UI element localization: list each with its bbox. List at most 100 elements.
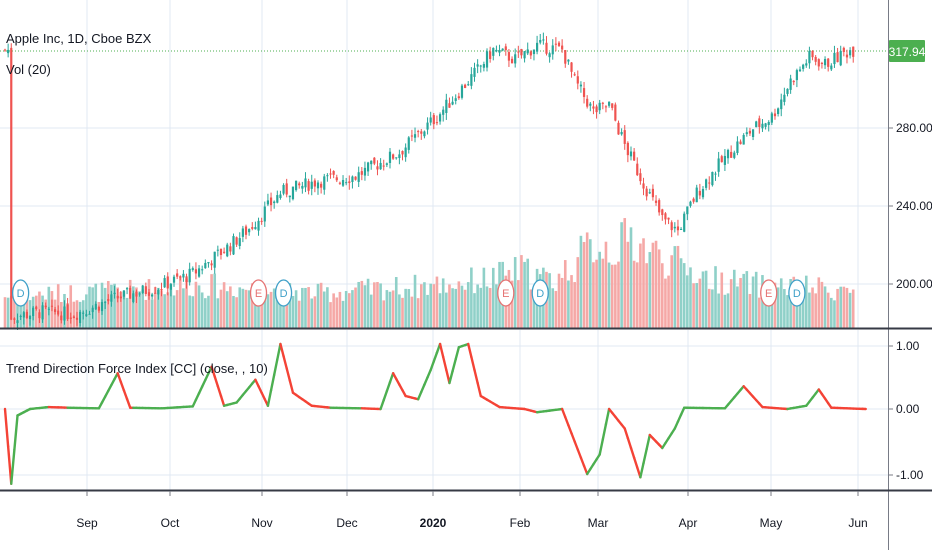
candle-body [329, 173, 332, 175]
candle-body [692, 198, 695, 202]
candle-body [135, 291, 138, 297]
volume-bar [351, 290, 354, 328]
volume-bar [222, 282, 226, 328]
candle-body [833, 52, 836, 65]
candle-body [169, 284, 172, 290]
indicator-segment [213, 375, 220, 388]
volume-bar [235, 297, 238, 328]
volume-bar [729, 279, 733, 328]
candle-body [733, 152, 736, 158]
candle-body [223, 251, 226, 253]
candle-body [132, 293, 135, 302]
volume-bar [692, 283, 695, 328]
candle-body [689, 201, 692, 206]
event-marker-label: E [502, 288, 509, 300]
event-marker-e [249, 279, 268, 307]
volume-bar [197, 285, 201, 328]
volume-bar [823, 286, 827, 328]
volume-label: Vol (20) [6, 62, 51, 77]
price-tick-label: 280.00 [896, 121, 932, 135]
candle-body [570, 62, 573, 72]
candle-body [326, 175, 329, 177]
candle-body [629, 151, 633, 157]
candle-body [332, 171, 335, 175]
volume-bar [748, 293, 752, 328]
candle-body [166, 276, 169, 289]
time-tick-label: Sep [76, 516, 98, 530]
candle-body [63, 306, 66, 321]
candle-body [661, 209, 664, 216]
volume-bar [426, 294, 429, 328]
volume-bar [642, 238, 645, 328]
volume-bar [247, 290, 251, 328]
volume-bar [160, 290, 163, 328]
candle-body [294, 180, 298, 191]
volume-bar [745, 271, 749, 328]
candle-body [758, 118, 761, 127]
candle-body [282, 184, 285, 194]
time-tick-label: May [760, 516, 783, 530]
volume-bar [607, 262, 611, 328]
candle-body [69, 317, 72, 319]
candle-body [404, 147, 407, 158]
indicator-segment [442, 355, 448, 372]
candle-body [420, 131, 423, 134]
volume-bar [144, 299, 148, 328]
candle-body [248, 229, 251, 233]
indicator-segment [632, 456, 639, 469]
candle-body [213, 251, 216, 268]
volume-bar [416, 298, 420, 328]
candle-body [392, 154, 395, 159]
volume-bar [194, 281, 198, 328]
volume-bar [319, 282, 323, 328]
volume-bar [241, 288, 245, 328]
candle-body [75, 317, 79, 320]
volume-bar [620, 222, 623, 328]
volume-bar [510, 280, 514, 328]
candle-body [110, 294, 113, 302]
volume-bar [404, 288, 407, 328]
volume-bar [379, 283, 382, 328]
indicator-segment [623, 427, 630, 440]
volume-bar [332, 293, 335, 328]
volume-bar [438, 293, 442, 328]
volume-bar [132, 286, 135, 328]
candle-body [38, 312, 41, 319]
candle-body [539, 40, 542, 43]
volume-bar [463, 289, 467, 328]
volume-bar [276, 291, 279, 328]
volume-bar [106, 281, 110, 328]
candle-body [573, 74, 576, 76]
volume-bar [670, 255, 673, 328]
indicator-segment [429, 360, 436, 372]
volume-bar [779, 278, 783, 328]
candle-body [498, 49, 501, 53]
volume-bar [219, 289, 223, 328]
candle-body [636, 163, 639, 176]
candle-body [244, 226, 248, 235]
price-candles[interactable] [3, 32, 855, 331]
candle-body [423, 131, 426, 137]
volume-bar [667, 275, 670, 328]
indicator-segment [639, 461, 645, 479]
volume-bar [513, 257, 517, 328]
candle-body [786, 88, 789, 94]
candle-body [385, 163, 388, 165]
volume-bar [373, 282, 376, 328]
volume-bar [598, 251, 601, 328]
volume-bar [207, 295, 210, 328]
volume-bar [460, 285, 464, 328]
volume-bar [648, 252, 652, 328]
candle-body [238, 238, 241, 246]
candle-body [3, 49, 7, 51]
candle-body [182, 273, 185, 278]
indicator-segment [626, 437, 633, 450]
indicator-segment [10, 448, 16, 485]
candle-body [852, 46, 855, 57]
indicator-segment [216, 385, 223, 398]
time-tick-label: Feb [510, 516, 531, 530]
volume-bar [28, 300, 32, 328]
